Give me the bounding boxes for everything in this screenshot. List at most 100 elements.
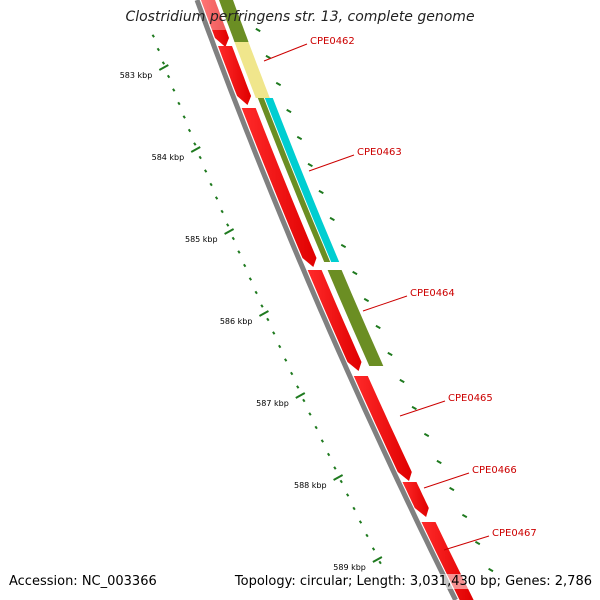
outer-tick xyxy=(286,108,292,114)
ruler-dot xyxy=(333,466,337,470)
ruler-dot xyxy=(272,331,276,335)
ruler-dot xyxy=(193,142,197,146)
outer-tick xyxy=(318,189,324,195)
ruler-dot xyxy=(302,398,306,403)
ruler-dot xyxy=(214,196,219,200)
ruler-dot xyxy=(320,439,324,443)
olive-track-segment xyxy=(257,98,331,262)
gene-label-cpe0462: CPE0462 xyxy=(310,36,355,47)
ruler-dot xyxy=(358,520,363,524)
ruler-ticks: 583 kbp 584 kbp 585 kbp 586 kbp 587 kbp 588 k… xyxy=(120,27,494,573)
cds-arrow xyxy=(353,376,412,481)
outer-tick xyxy=(411,405,417,411)
gene-leader-line xyxy=(443,535,490,551)
genome-summary-text: Topology: circular; Length: 3,031,430 bp… xyxy=(234,574,592,589)
ruler-dot xyxy=(308,412,312,416)
ruler-major-tick xyxy=(158,64,169,71)
ruler-label: 583 kbp xyxy=(120,71,153,80)
outer-tick xyxy=(255,27,261,33)
cds-arrow xyxy=(218,46,252,105)
olive-track-segment xyxy=(219,0,249,42)
outer-tick xyxy=(399,378,405,384)
ruler-dot xyxy=(166,74,171,79)
ruler-dot xyxy=(296,385,300,389)
ruler-dot xyxy=(161,61,166,65)
ruler-dot xyxy=(314,425,318,430)
ruler-dot xyxy=(177,101,181,106)
outer-tick xyxy=(352,270,358,276)
ruler-dot xyxy=(248,277,253,281)
ruler-dot xyxy=(220,209,224,214)
ruler-dot xyxy=(243,263,247,268)
outer-tick xyxy=(474,540,481,546)
ruler-dot xyxy=(352,506,356,511)
outer-tick xyxy=(307,162,313,168)
ruler-label: 585 kbp xyxy=(185,235,218,244)
ruler-dot xyxy=(266,317,270,322)
khaki-track-segment xyxy=(234,42,270,98)
outer-tick xyxy=(488,567,494,573)
gene-label-cpe0463: CPE0463 xyxy=(357,147,402,158)
ruler-major-tick xyxy=(258,310,269,317)
ruler-dot xyxy=(203,169,208,173)
gene-leader-line xyxy=(423,472,470,489)
ruler-label: 586 kbp xyxy=(220,317,253,326)
ruler-dot xyxy=(209,182,213,187)
outer-tick xyxy=(387,351,393,357)
outer-tick xyxy=(275,81,282,87)
ruler-major-tick xyxy=(190,146,201,153)
gene-labels: CPE0462 CPE0463 CPE0464 CPE0465 CPE0466 CPE04… xyxy=(263,36,537,551)
outer-tick xyxy=(436,459,442,465)
ruler-dot xyxy=(182,115,186,119)
ruler-dot xyxy=(151,34,155,38)
gene-label-cpe0464: CPE0464 xyxy=(410,288,455,299)
ruler-dot xyxy=(284,358,288,362)
cds-highlight xyxy=(201,0,226,30)
gene-label-cpe0467: CPE0467 xyxy=(492,528,537,539)
gene-label-cpe0465: CPE0465 xyxy=(448,393,493,404)
outer-tick xyxy=(461,513,468,519)
ruler-dot xyxy=(339,479,343,484)
ruler-major-tick xyxy=(333,474,344,481)
ruler-dot xyxy=(260,304,264,308)
outer-tick xyxy=(296,135,303,141)
ruler-dot xyxy=(371,547,376,551)
cds-arrow xyxy=(307,270,362,371)
cds-arrow xyxy=(201,0,229,47)
ruler-label: 588 kbp xyxy=(294,481,327,490)
ruler-dot xyxy=(226,223,230,227)
ruler-dot xyxy=(198,155,202,160)
ruler-dot xyxy=(378,560,382,565)
ruler-label: 584 kbp xyxy=(152,153,185,162)
ruler-dot xyxy=(365,533,369,538)
ruler-label: 587 kbp xyxy=(256,399,289,408)
ruler-label: 589 kbp xyxy=(333,563,366,572)
outer-tick xyxy=(375,324,381,330)
outer-tick xyxy=(329,216,335,222)
cds-arrow xyxy=(241,108,317,267)
gene-label-cpe0466: CPE0466 xyxy=(472,465,517,476)
feature-tracks xyxy=(201,0,474,600)
outer-tick xyxy=(340,243,347,249)
ruler-dot xyxy=(237,250,241,254)
ruler-dot xyxy=(172,88,176,92)
backbone-line xyxy=(194,0,458,600)
accession-text: Accession: NC_003366 xyxy=(9,574,157,589)
ruler-major-tick xyxy=(224,228,235,235)
outer-tick xyxy=(265,54,271,60)
outer-tick xyxy=(449,486,455,492)
gene-leader-line xyxy=(263,43,308,62)
ruler-dot xyxy=(326,452,331,457)
outer-tick xyxy=(423,432,430,438)
map-title: Clostridium perfringens str. 13, complet… xyxy=(125,9,475,25)
cyan-track-segment xyxy=(264,98,340,262)
ruler-dot xyxy=(231,236,235,241)
gene-leader-line xyxy=(308,154,355,172)
ruler-dot xyxy=(290,371,294,376)
outer-tick xyxy=(363,297,370,303)
gene-leader-line xyxy=(362,295,408,312)
genome-backbone xyxy=(194,0,458,600)
ruler-dot xyxy=(187,128,192,133)
ruler-dot xyxy=(345,493,350,497)
